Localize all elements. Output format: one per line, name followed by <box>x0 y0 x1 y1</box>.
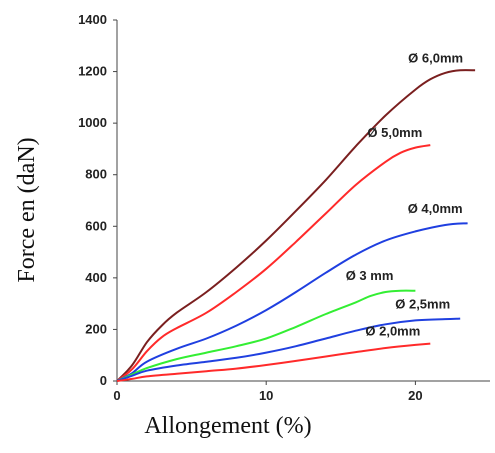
x-tick-label: 10 <box>259 388 273 403</box>
series-label: Ø 6,0mm <box>408 50 463 65</box>
y-tick-label: 200 <box>85 321 107 336</box>
series-line <box>116 289 416 382</box>
x-tick-label: 20 <box>408 388 422 403</box>
y-tick-label: 1400 <box>78 12 107 27</box>
y-tick-label: 600 <box>85 218 107 233</box>
series-line <box>116 342 431 382</box>
series-line <box>116 317 461 382</box>
series-labels: Ø 6,0mm Ø 5,0mm Ø 4,0mm Ø 3 mmØ 2,5mm Ø 2,0m… <box>346 50 463 338</box>
series-label: Ø 2,5mm <box>395 297 450 312</box>
y-tick-label: 1000 <box>78 115 107 130</box>
x-axis-title: Allongement (%) <box>144 413 311 439</box>
series-label: Ø 4,0mm <box>408 201 463 216</box>
y-tick-label: 1200 <box>78 64 107 79</box>
series-label: Ø 2,0mm <box>365 324 420 339</box>
y-tick-label: 400 <box>85 270 107 285</box>
series-label: Ø 3 mm <box>346 268 394 283</box>
y-tick-label: 800 <box>85 167 107 182</box>
series-line <box>116 69 476 382</box>
x-tick-label: 0 <box>113 388 120 403</box>
y-tick-label: 0 <box>100 373 107 388</box>
series-label: Ø 5,0mm <box>367 125 422 140</box>
axes <box>116 20 490 382</box>
series-line <box>116 222 468 382</box>
tick-labels: 0 200 400 600 800 1000 1200 1400 0 10 20 <box>78 12 423 403</box>
y-axis-title: Force en (daN) <box>14 137 40 282</box>
series-lines <box>116 69 476 382</box>
series-line <box>116 144 431 382</box>
